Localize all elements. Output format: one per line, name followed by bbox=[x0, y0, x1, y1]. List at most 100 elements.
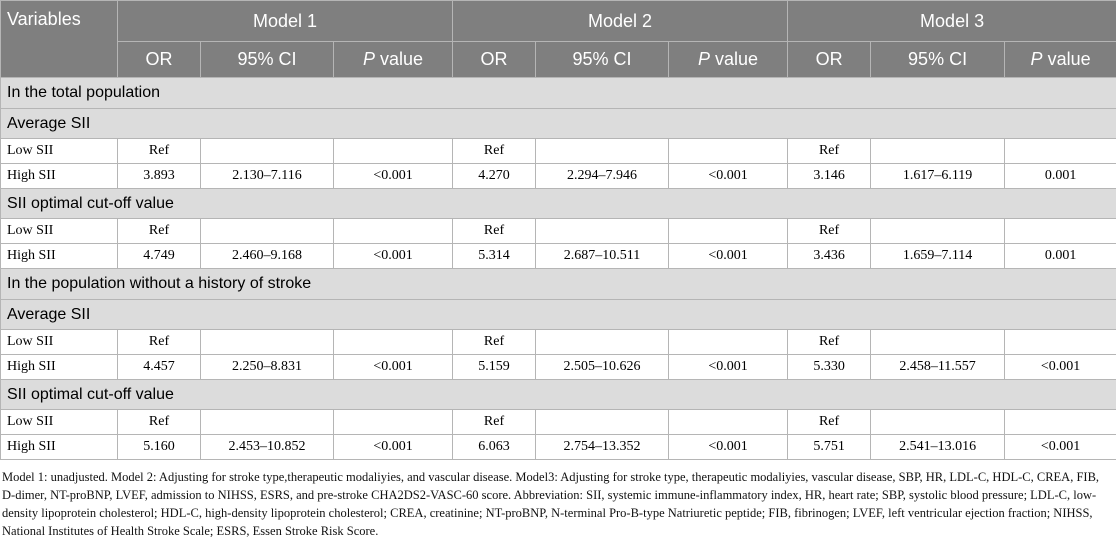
section-title: In the total population bbox=[0, 77, 1116, 109]
data-row: Low SII Ref Ref Ref bbox=[0, 409, 1116, 435]
data-row: High SII 3.893 2.130–7.116 <0.001 4.270 2.294… bbox=[0, 163, 1116, 189]
data-cell: Ref bbox=[452, 329, 537, 355]
results-table: Variables Model 1 Model 2 Model 3 OR 95% CI P … bbox=[0, 0, 1116, 460]
row-label: Low SII bbox=[0, 218, 118, 244]
empty-cell bbox=[535, 329, 670, 355]
data-row: Low SII Ref Ref Ref bbox=[0, 329, 1116, 355]
data-row: High SII 4.457 2.250–8.831 <0.001 5.159 2.505… bbox=[0, 354, 1116, 380]
empty-cell bbox=[668, 138, 789, 164]
subcolumn-header: 95% CI bbox=[870, 41, 1006, 78]
empty-cell bbox=[668, 409, 789, 435]
data-row: High SII 4.749 2.460–9.168 <0.001 5.314 2.687… bbox=[0, 243, 1116, 269]
empty-cell bbox=[870, 218, 1006, 244]
row-label: High SII bbox=[0, 434, 118, 460]
data-cell: 4.457 bbox=[117, 354, 201, 380]
empty-cell bbox=[332, 218, 454, 244]
subcolumn-header: OR bbox=[452, 41, 537, 78]
data-cell: 5.330 bbox=[787, 354, 872, 380]
row-label: Low SII bbox=[0, 329, 118, 355]
row-label: High SII bbox=[0, 163, 118, 189]
empty-cell bbox=[332, 138, 454, 164]
data-cell: 2.754–13.352 bbox=[535, 434, 670, 460]
data-cell: <0.001 bbox=[332, 243, 454, 269]
data-cell: 2.541–13.016 bbox=[870, 434, 1006, 460]
model-header: Model 1 bbox=[116, 0, 454, 42]
subcolumn-header: 95% CI bbox=[200, 41, 334, 78]
data-cell: 5.314 bbox=[452, 243, 537, 269]
data-cell: Ref bbox=[787, 138, 872, 164]
data-cell: Ref bbox=[452, 138, 537, 164]
group-title: SII optimal cut-off value bbox=[0, 379, 1116, 410]
group-row: Average SII bbox=[0, 299, 1116, 330]
empty-cell bbox=[870, 138, 1006, 164]
group-title: Average SII bbox=[0, 299, 1116, 330]
data-cell: 2.130–7.116 bbox=[200, 163, 334, 189]
section-row: In the total population bbox=[0, 77, 1116, 109]
empty-cell bbox=[1004, 138, 1116, 164]
data-cell: <0.001 bbox=[332, 434, 454, 460]
empty-cell bbox=[200, 138, 334, 164]
empty-cell bbox=[870, 409, 1006, 435]
data-cell: 2.460–9.168 bbox=[200, 243, 334, 269]
table-body: Variables Model 1 Model 2 Model 3 OR 95% CI P … bbox=[0, 0, 1116, 460]
data-cell: 2.505–10.626 bbox=[535, 354, 670, 380]
data-cell: 3.893 bbox=[117, 163, 201, 189]
empty-cell bbox=[668, 329, 789, 355]
row-label: Low SII bbox=[0, 138, 118, 164]
empty-cell bbox=[535, 409, 670, 435]
group-row: SII optimal cut-off value bbox=[0, 188, 1116, 219]
p-rest: value bbox=[1042, 49, 1091, 69]
empty-cell bbox=[535, 138, 670, 164]
empty-cell bbox=[200, 329, 334, 355]
empty-cell bbox=[668, 218, 789, 244]
data-cell: 2.250–8.831 bbox=[200, 354, 334, 380]
data-cell: 4.270 bbox=[452, 163, 537, 189]
data-cell: Ref bbox=[787, 218, 872, 244]
row-label: Low SII bbox=[0, 409, 118, 435]
model-header: Model 2 bbox=[452, 0, 789, 42]
data-cell: <0.001 bbox=[1004, 354, 1116, 380]
p-rest: value bbox=[710, 49, 759, 69]
data-row: High SII 5.160 2.453–10.852 <0.001 6.063 2.75… bbox=[0, 434, 1116, 460]
empty-cell bbox=[1004, 329, 1116, 355]
p-rest: value bbox=[375, 49, 424, 69]
data-cell: 2.294–7.946 bbox=[535, 163, 670, 189]
data-row: Low SII Ref Ref Ref bbox=[0, 138, 1116, 164]
data-cell: 0.001 bbox=[1004, 163, 1116, 189]
data-cell: 4.749 bbox=[117, 243, 201, 269]
data-cell: Ref bbox=[452, 409, 537, 435]
data-cell: 1.659–7.114 bbox=[870, 243, 1006, 269]
empty-cell bbox=[200, 409, 334, 435]
data-cell: <0.001 bbox=[668, 434, 789, 460]
empty-cell bbox=[332, 329, 454, 355]
data-cell: <0.001 bbox=[332, 354, 454, 380]
subcolumn-header: 95% CI bbox=[535, 41, 670, 78]
data-cell: 1.617–6.119 bbox=[870, 163, 1006, 189]
section-row: In the population without a history of s… bbox=[0, 268, 1116, 300]
data-cell: 2.453–10.852 bbox=[200, 434, 334, 460]
header-row: Variables Model 1 Model 2 Model 3 bbox=[0, 0, 1116, 78]
subcolumn-header: P value bbox=[1004, 41, 1116, 78]
data-cell: 5.160 bbox=[117, 434, 201, 460]
p-italic: P bbox=[1030, 49, 1043, 69]
group-title: SII optimal cut-off value bbox=[0, 188, 1116, 219]
data-cell: Ref bbox=[117, 138, 201, 164]
data-cell: 3.436 bbox=[787, 243, 872, 269]
data-cell: 5.751 bbox=[787, 434, 872, 460]
data-cell: <0.001 bbox=[1004, 434, 1116, 460]
footnote: Model 1: unadjusted. Model 2: Adjusting … bbox=[2, 470, 1100, 538]
data-cell: <0.001 bbox=[668, 163, 789, 189]
data-cell: Ref bbox=[452, 218, 537, 244]
data-cell: <0.001 bbox=[668, 243, 789, 269]
empty-cell bbox=[332, 409, 454, 435]
data-cell: Ref bbox=[117, 409, 201, 435]
section-title: In the population without a history of s… bbox=[0, 268, 1116, 300]
subcolumn-header: P value bbox=[668, 41, 789, 78]
data-cell: Ref bbox=[787, 329, 872, 355]
empty-cell bbox=[535, 218, 670, 244]
data-cell: Ref bbox=[787, 409, 872, 435]
header-cell: Variables bbox=[0, 0, 118, 78]
subcolumn-header: P value bbox=[332, 41, 454, 78]
p-italic: P bbox=[362, 49, 375, 69]
